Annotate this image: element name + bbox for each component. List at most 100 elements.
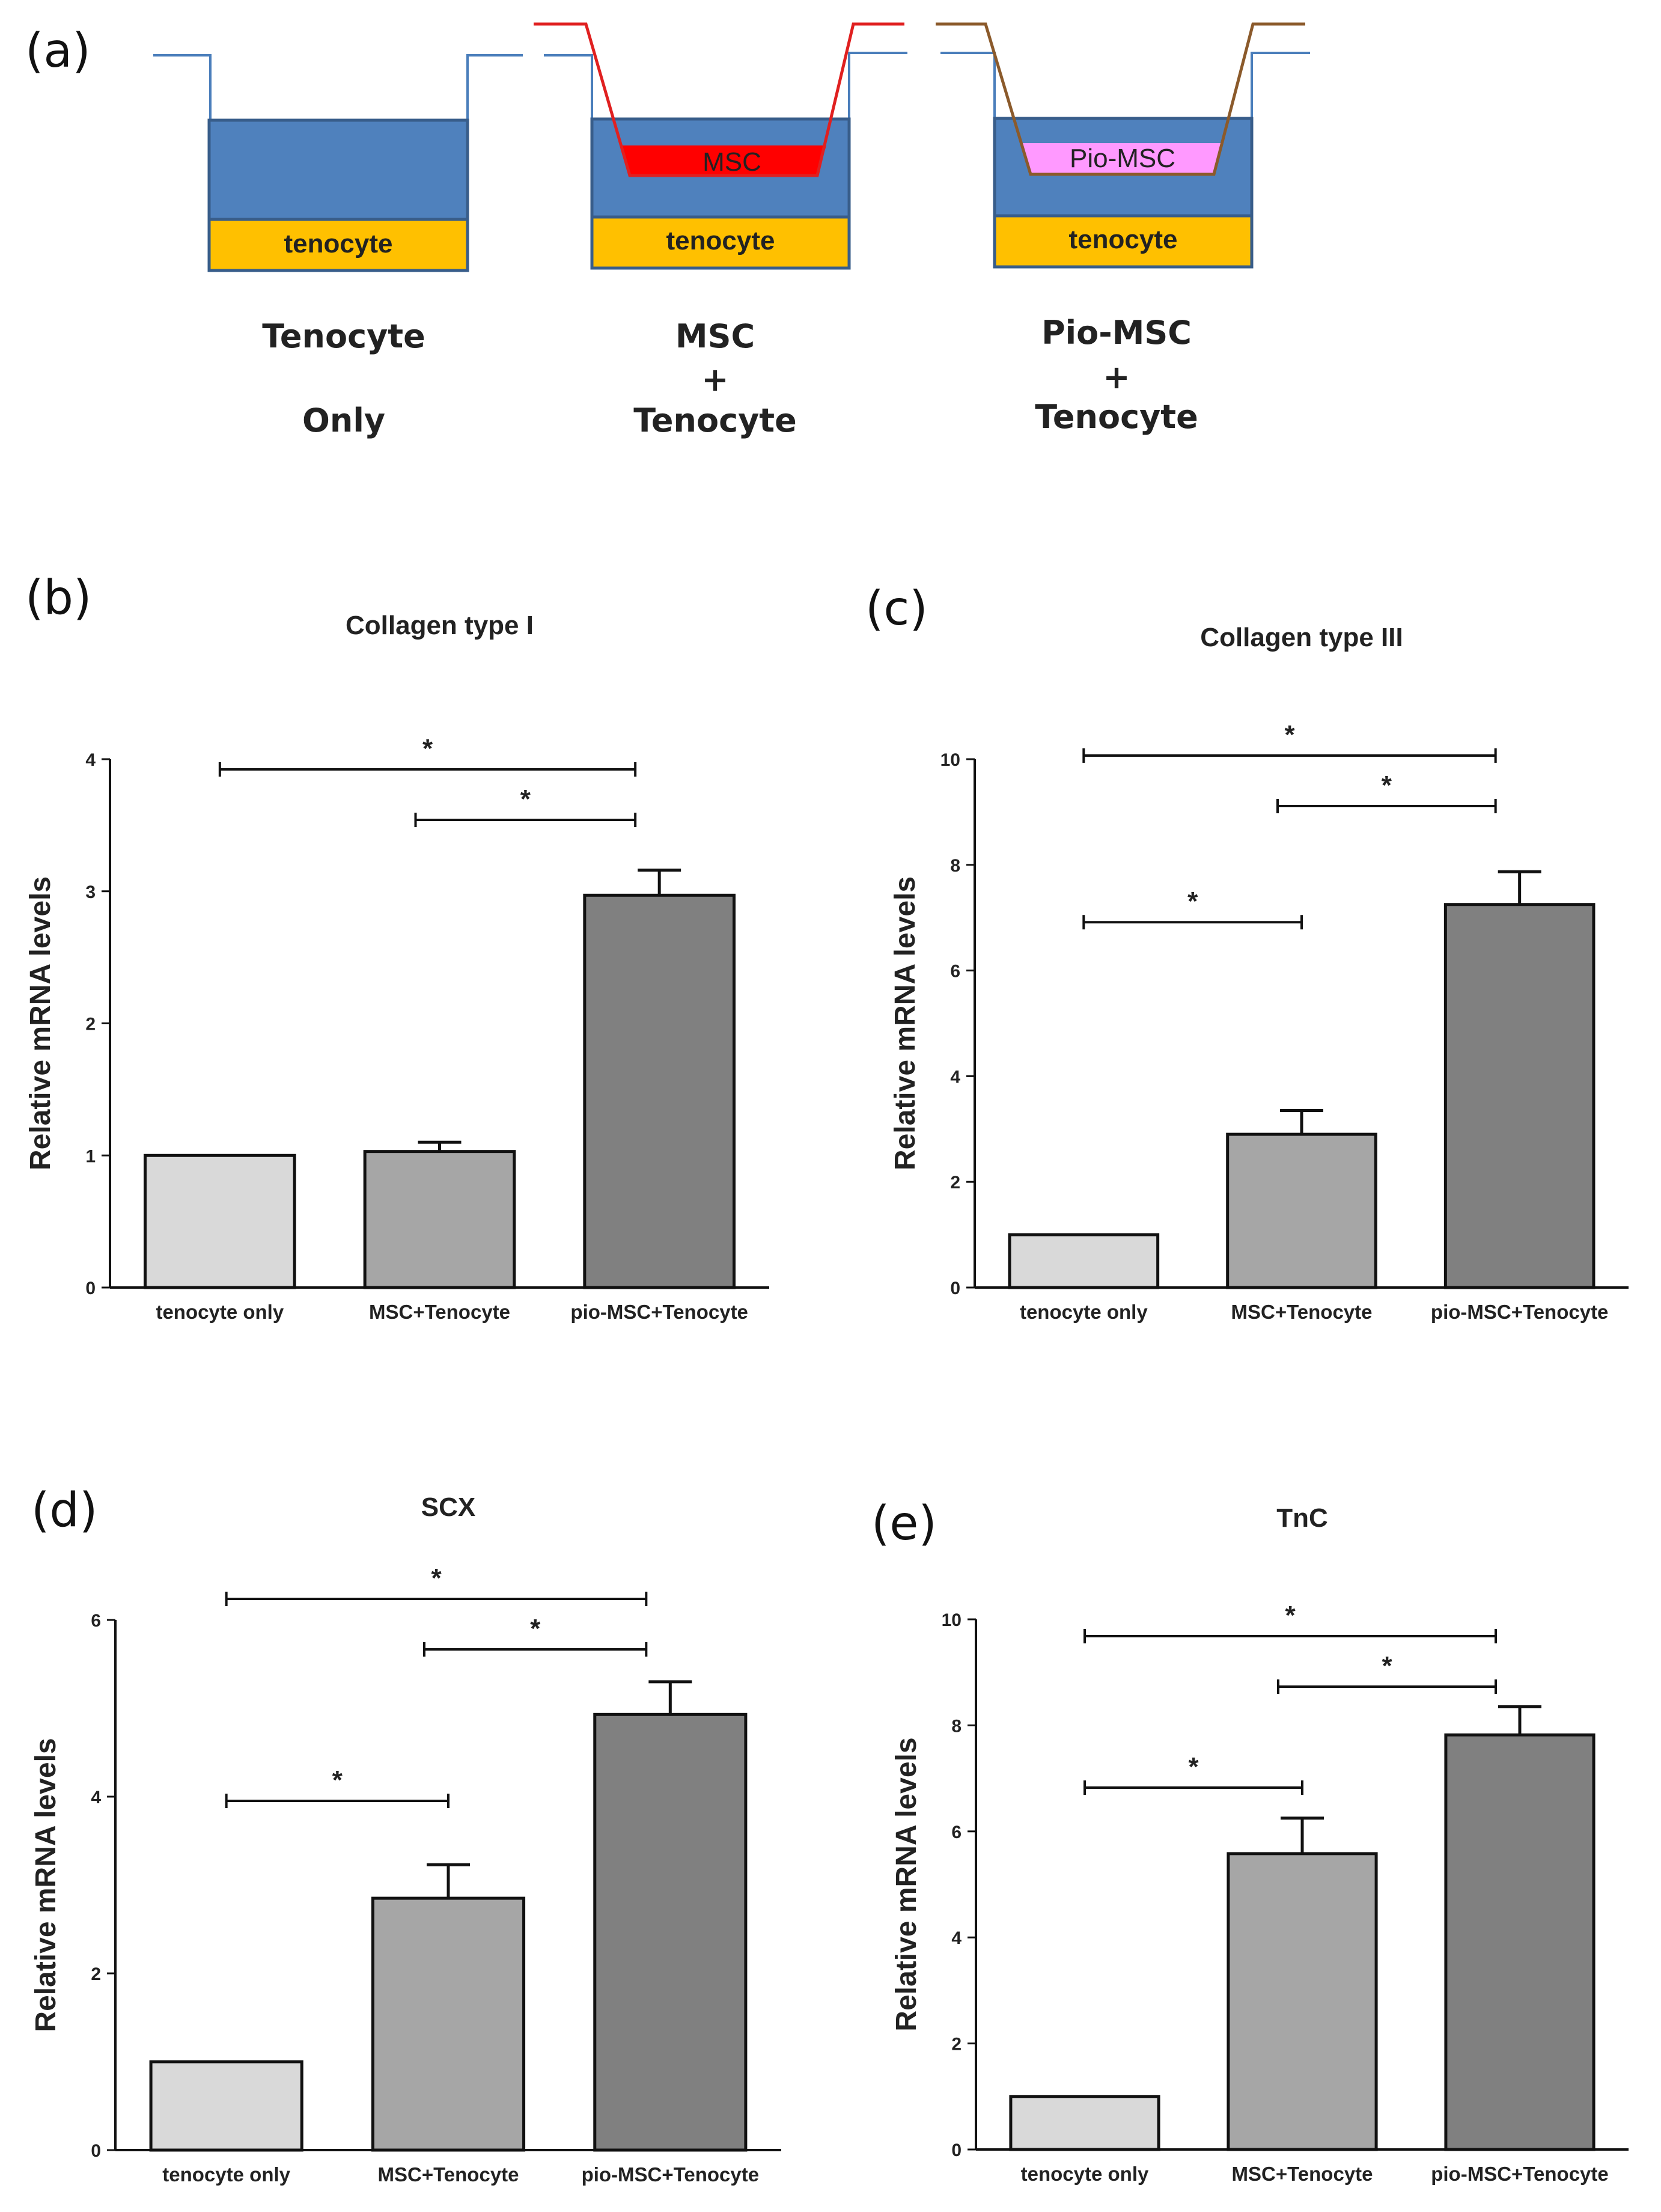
y-axis-label: Relative mRNA levels: [891, 1737, 922, 2031]
caption-well-2-line-1: MSC: [675, 317, 755, 355]
significance-marker: *: [431, 1563, 442, 1593]
y-tick-label: 0: [950, 1279, 960, 1298]
caption-well-1-line-1: Tenocyte: [262, 317, 425, 355]
y-axis-label: Relative mRNA levels: [25, 876, 56, 1170]
tenocyte-layer: [993, 214, 1254, 269]
y-tick-label: 8: [950, 856, 960, 876]
y-tick-label: 10: [940, 750, 960, 770]
significance-marker: *: [1285, 1601, 1296, 1630]
msc-insert-outline: [534, 22, 904, 177]
medium-layer: [207, 118, 469, 221]
x-tick-label: MSC+Tenocyte: [1231, 2163, 1373, 2185]
x-tick-label: pio-MSC+Tenocyte: [570, 1301, 748, 1323]
y-tick-label: 4: [950, 1067, 960, 1087]
tenocyte-layer-label: tenocyte: [666, 226, 775, 255]
well-outline: [940, 52, 996, 118]
tenocyte-layer: [590, 215, 851, 270]
well-msc: tenocyte MSC: [534, 22, 907, 270]
panel-label-e: (e): [871, 1497, 937, 1551]
bar: [363, 1150, 516, 1289]
caption-well-2-line-3: Tenocyte: [633, 402, 797, 439]
x-tick-label: pio-MSC+Tenocyte: [1431, 2163, 1609, 2185]
bar: [593, 1712, 748, 2152]
x-tick-label: pio-MSC+Tenocyte: [582, 2163, 760, 2186]
significance-marker: *: [520, 784, 531, 814]
x-tick-label: MSC+Tenocyte: [377, 2163, 519, 2186]
chart-scx: SCX Relative mRNA levels 0 2 4 6 tenocyte only…: [30, 1492, 781, 2186]
panel-label-a: (a): [25, 24, 91, 78]
y-tick-label: 0: [85, 1279, 96, 1298]
y-tick-label: 8: [951, 1716, 962, 1736]
y-tick-label: 0: [951, 2140, 962, 2160]
y-tick-label: 6: [950, 962, 960, 982]
bar: [149, 2060, 303, 2152]
significance-marker: *: [1382, 771, 1392, 800]
msc-insert-layer: [622, 145, 826, 176]
bar: [1444, 1733, 1595, 2151]
well-outline: [153, 54, 212, 120]
x-tick-label: tenocyte only: [1021, 2163, 1149, 2185]
well-outline: [544, 54, 593, 119]
significance-marker: *: [422, 734, 433, 763]
significance-marker: *: [1382, 1651, 1392, 1681]
caption-well-3-line-3: Tenocyte: [1035, 398, 1198, 436]
y-tick-label: 10: [942, 1610, 962, 1630]
y-axis-label: Relative mRNA levels: [30, 1738, 62, 2032]
pio-msc-insert-layer: [1022, 143, 1223, 174]
pio-msc-insert-label: Pio-MSC: [1070, 144, 1175, 173]
y-tick-label: 4: [91, 1788, 101, 1807]
y-tick-label: 2: [951, 2035, 962, 2055]
significance-marker: *: [530, 1614, 541, 1643]
significance-marker: *: [1187, 887, 1198, 916]
y-tick-label: 6: [951, 1822, 962, 1842]
caption-well-1-line-2: Only: [302, 402, 386, 439]
caption-well-3-line-2: +: [1103, 358, 1130, 396]
x-tick-label: tenocyte only: [156, 1301, 284, 1323]
bar: [1226, 1132, 1377, 1289]
y-tick-label: 4: [951, 1928, 962, 1948]
well-outline: [848, 52, 907, 119]
y-tick-label: 2: [85, 1015, 96, 1034]
y-tick-label: 1: [85, 1146, 96, 1166]
y-tick-label: 2: [950, 1173, 960, 1193]
y-tick-label: 3: [85, 882, 96, 902]
chart-collagen-type-1: Collagen type I Relative mRNA levels 0 1 2 3 4…: [25, 611, 769, 1323]
bar: [144, 1153, 296, 1289]
bar: [371, 1896, 526, 2152]
chart-title: Collagen type III: [1200, 623, 1403, 652]
x-tick-label: tenocyte only: [162, 2163, 290, 2186]
chart-title: Collagen type I: [346, 611, 534, 640]
significance-marker: *: [1284, 720, 1295, 750]
bar: [1443, 903, 1595, 1289]
chart-collagen-type-3: Collagen type III Relative mRNA levels 0 2 4…: [889, 623, 1629, 1323]
culture-diagram: tenocyte tenocyte MSC tenocyte Pio-MSC: [153, 22, 1310, 272]
chart-tnc: TnC Relative mRNA levels 0 2 4 6 8 10 tenocyte o…: [891, 1503, 1629, 2185]
panel-label-d: (d): [31, 1483, 98, 1538]
y-axis-label: Relative mRNA levels: [889, 876, 921, 1170]
caption-well-3-line-1: Pio-MSC: [1041, 314, 1192, 352]
panel-label-c: (c): [865, 582, 928, 636]
bar: [583, 893, 736, 1289]
well-outline: [466, 54, 523, 120]
chart-title: SCX: [421, 1492, 475, 1522]
y-tick-label: 4: [85, 750, 96, 770]
y-tick-label: 0: [91, 2141, 101, 2161]
msc-insert-label: MSC: [702, 147, 761, 177]
well-pio-msc: tenocyte Pio-MSC: [936, 22, 1310, 269]
well-outline: [1251, 52, 1310, 118]
caption-well-2-line-2: +: [701, 361, 729, 399]
x-tick-label: pio-MSC+Tenocyte: [1431, 1301, 1609, 1323]
x-tick-label: MSC+Tenocyte: [369, 1301, 510, 1323]
panel-label-b: (b): [25, 571, 92, 625]
well-tenocyte-only: tenocyte: [153, 54, 523, 272]
significance-marker: *: [1188, 1752, 1199, 1782]
bar: [1009, 2095, 1160, 2151]
tenocyte-layer: [207, 218, 469, 272]
x-tick-label: tenocyte only: [1020, 1301, 1148, 1323]
pio-msc-insert-outline: [936, 22, 1305, 176]
tenocyte-layer-label: tenocyte: [284, 229, 393, 258]
chart-title: TnC: [1276, 1503, 1328, 1533]
significance-marker: *: [332, 1765, 343, 1795]
bar: [1227, 1852, 1378, 2151]
